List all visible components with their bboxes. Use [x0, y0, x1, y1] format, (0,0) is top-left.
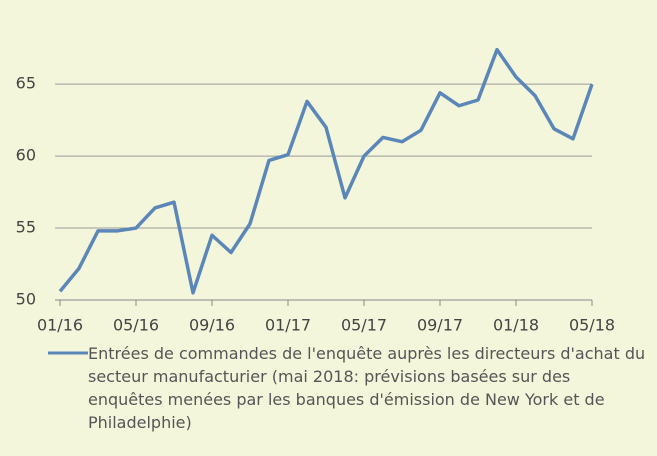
y-tick-label: 55 — [16, 218, 36, 237]
x-tick-label: 05/17 — [341, 316, 387, 335]
legend-label: Entrées de commandes de l'enquête auprès… — [88, 344, 646, 432]
x-tick-label: 05/16 — [113, 316, 159, 335]
x-tick-label: 01/17 — [265, 316, 311, 335]
y-tick-label: 65 — [16, 74, 36, 93]
y-tick-label: 50 — [16, 290, 36, 309]
x-tick-label: 05/18 — [569, 316, 615, 335]
x-tick-label: 09/17 — [417, 316, 463, 335]
x-tick-label: 01/16 — [37, 316, 83, 335]
x-tick-label: 09/16 — [189, 316, 235, 335]
x-tick-label: 01/18 — [493, 316, 539, 335]
series-line — [58, 47, 594, 295]
y-tick-label: 60 — [16, 146, 36, 165]
